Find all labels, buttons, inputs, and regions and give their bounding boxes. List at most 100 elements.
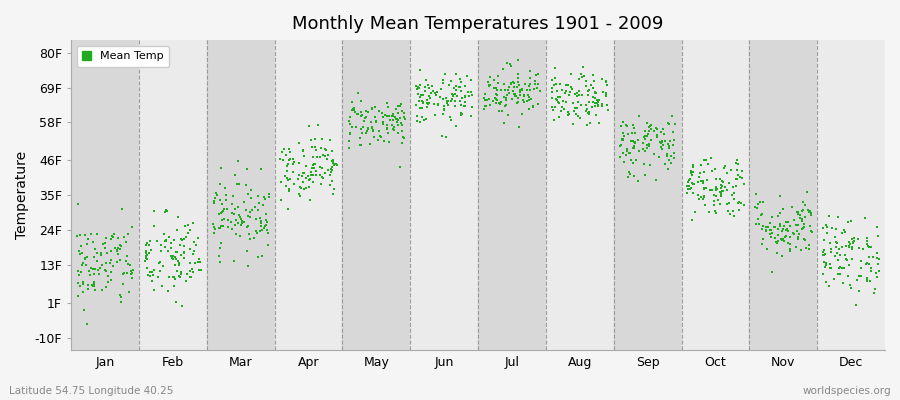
- Point: [108, 245, 122, 251]
- Point: [692, 174, 706, 180]
- Point: [619, 148, 634, 154]
- Point: [667, 155, 681, 161]
- Point: [444, 117, 458, 124]
- Point: [549, 96, 563, 102]
- Point: [122, 262, 137, 268]
- Point: [306, 172, 320, 178]
- Point: [490, 97, 504, 104]
- Point: [181, 230, 195, 236]
- Point: [297, 186, 311, 192]
- Point: [144, 246, 158, 253]
- Point: [720, 187, 734, 193]
- Point: [326, 191, 340, 197]
- Point: [860, 278, 875, 284]
- Point: [315, 164, 329, 171]
- Point: [791, 209, 806, 215]
- Point: [793, 215, 807, 221]
- Point: [122, 289, 136, 295]
- Point: [615, 137, 629, 144]
- Point: [420, 104, 435, 110]
- Point: [494, 86, 508, 93]
- Point: [113, 242, 128, 249]
- Point: [844, 285, 859, 292]
- Point: [188, 260, 202, 267]
- Point: [94, 287, 109, 294]
- Point: [105, 262, 120, 269]
- Point: [394, 108, 409, 114]
- Point: [320, 156, 334, 162]
- Point: [231, 212, 246, 218]
- Point: [580, 122, 594, 128]
- Point: [779, 227, 794, 233]
- Point: [280, 163, 294, 170]
- Point: [220, 224, 235, 230]
- Point: [795, 208, 809, 214]
- Point: [580, 88, 595, 94]
- Point: [511, 82, 526, 88]
- Point: [354, 98, 368, 105]
- Point: [697, 193, 711, 199]
- Point: [448, 86, 463, 93]
- Point: [561, 82, 575, 88]
- Point: [174, 252, 188, 258]
- Point: [861, 244, 876, 250]
- Point: [768, 235, 782, 241]
- Point: [718, 184, 733, 190]
- Point: [282, 156, 296, 163]
- Point: [191, 259, 205, 265]
- Point: [802, 209, 816, 215]
- Point: [728, 183, 742, 190]
- Point: [431, 102, 446, 108]
- Point: [256, 225, 271, 232]
- Point: [124, 274, 139, 281]
- Point: [831, 257, 845, 263]
- Point: [328, 161, 342, 167]
- Point: [158, 209, 172, 216]
- Point: [714, 181, 728, 188]
- Point: [823, 261, 837, 268]
- Point: [520, 86, 535, 93]
- Point: [368, 118, 382, 124]
- Point: [183, 246, 197, 253]
- Point: [310, 122, 325, 128]
- Point: [831, 271, 845, 277]
- Point: [752, 199, 767, 206]
- Point: [660, 153, 674, 160]
- Point: [636, 134, 651, 140]
- Point: [390, 116, 404, 123]
- Point: [305, 165, 320, 172]
- Point: [709, 176, 724, 182]
- Point: [184, 274, 198, 280]
- Point: [454, 102, 468, 108]
- Point: [213, 210, 228, 216]
- Point: [76, 281, 91, 287]
- Point: [665, 113, 680, 119]
- Bar: [750, 40, 817, 350]
- Point: [319, 147, 333, 154]
- Point: [147, 223, 161, 230]
- Point: [253, 215, 267, 221]
- Point: [599, 81, 614, 88]
- Point: [166, 274, 181, 280]
- Bar: [274, 40, 342, 350]
- Point: [591, 99, 606, 106]
- Point: [629, 157, 643, 163]
- Point: [464, 103, 479, 110]
- Point: [262, 191, 276, 198]
- Point: [255, 253, 269, 259]
- Point: [117, 234, 131, 240]
- Point: [410, 86, 425, 92]
- Point: [829, 244, 843, 250]
- Point: [824, 225, 839, 232]
- Point: [686, 168, 700, 175]
- Point: [422, 84, 436, 91]
- Point: [845, 236, 859, 242]
- Point: [491, 87, 505, 93]
- Point: [502, 90, 517, 96]
- Point: [303, 137, 318, 144]
- Point: [755, 241, 770, 248]
- Point: [292, 160, 306, 166]
- Point: [427, 101, 441, 108]
- Point: [386, 113, 400, 119]
- Point: [342, 118, 356, 124]
